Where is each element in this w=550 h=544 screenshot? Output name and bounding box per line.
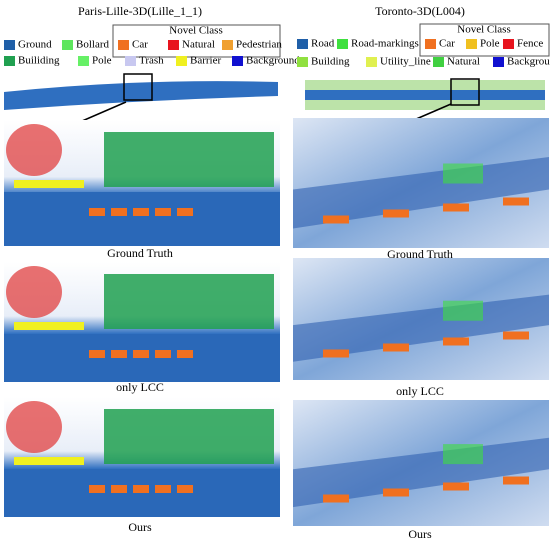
caption: Ground Truth xyxy=(107,246,173,260)
legend-swatch xyxy=(222,40,233,50)
zoom-box xyxy=(123,73,153,101)
legend-label: Trash xyxy=(139,55,164,67)
legend-label: Building xyxy=(311,56,350,68)
car xyxy=(503,331,529,340)
car xyxy=(155,485,171,493)
building xyxy=(104,274,274,329)
legend-label: Fence xyxy=(517,38,543,50)
tree xyxy=(6,266,62,318)
car xyxy=(503,197,529,206)
legend-swatch xyxy=(493,57,504,67)
car xyxy=(111,350,127,358)
legend-label: Road xyxy=(311,38,335,50)
legend-swatch xyxy=(433,57,444,67)
building xyxy=(104,409,274,464)
building xyxy=(104,132,274,187)
car xyxy=(89,485,105,493)
car xyxy=(155,350,171,358)
car xyxy=(443,337,469,346)
legend-label: Pole xyxy=(480,38,500,50)
legend-label: Road-markings xyxy=(351,38,419,50)
caption: Ours xyxy=(408,527,432,541)
novel-box xyxy=(112,24,281,58)
novel-box xyxy=(419,23,550,57)
legend-swatch xyxy=(125,56,136,66)
road xyxy=(293,294,549,362)
caption: Ground Truth xyxy=(387,247,453,261)
car xyxy=(323,215,349,224)
legend-swatch xyxy=(366,57,377,67)
caption: Ours xyxy=(128,520,152,534)
barrier xyxy=(14,180,84,188)
tree xyxy=(6,124,62,176)
legend-label: Builiding xyxy=(18,55,60,67)
car xyxy=(177,208,193,216)
legend-label: Ground xyxy=(18,39,52,51)
car xyxy=(503,476,529,485)
legend-swatch xyxy=(466,39,477,49)
legend-label: Pole xyxy=(92,55,112,67)
legend-label: Car xyxy=(132,39,148,51)
car xyxy=(111,208,127,216)
novel-title: Novel Class xyxy=(457,24,510,36)
legend-swatch xyxy=(118,40,129,50)
legend-label: Barrier xyxy=(190,55,221,67)
legend-swatch xyxy=(78,56,89,66)
car xyxy=(89,208,105,216)
road xyxy=(293,157,549,229)
barrier xyxy=(14,322,84,330)
legend-label: Utility_line xyxy=(380,56,431,68)
overview-scan xyxy=(4,81,278,110)
right-title: Toronto-3D(L004) xyxy=(375,4,465,18)
legend-swatch xyxy=(425,39,436,49)
legend-swatch xyxy=(62,40,73,50)
legend-swatch xyxy=(232,56,243,66)
car xyxy=(177,350,193,358)
car xyxy=(111,485,127,493)
legend-label: Bollard xyxy=(76,39,109,51)
left-title: Paris-Lille-3D(Lille_1_1) xyxy=(78,4,202,18)
road xyxy=(293,437,549,508)
legend-swatch xyxy=(503,39,514,49)
car xyxy=(383,488,409,497)
legend-swatch xyxy=(176,56,187,66)
car xyxy=(133,350,149,358)
car xyxy=(383,209,409,218)
novel-title: Novel Class xyxy=(169,25,222,37)
legend-swatch xyxy=(168,40,179,50)
legend-label: Natural xyxy=(182,39,215,51)
legend-label: Background xyxy=(507,56,550,68)
barrier xyxy=(14,457,84,465)
car xyxy=(133,485,149,493)
legend-swatch xyxy=(4,40,15,50)
marking xyxy=(443,163,483,184)
caption: only LCC xyxy=(396,384,444,398)
legend-label: Natural xyxy=(447,56,480,68)
caption: only LCC xyxy=(116,380,164,394)
marking xyxy=(443,444,483,465)
car xyxy=(177,485,193,493)
car xyxy=(443,482,469,491)
car xyxy=(133,208,149,216)
car xyxy=(323,494,349,503)
car xyxy=(89,350,105,358)
legend-label: Car xyxy=(439,38,455,50)
tree xyxy=(6,401,62,453)
legend-label: Background xyxy=(246,55,300,67)
car xyxy=(383,343,409,352)
car xyxy=(155,208,171,216)
zoom-box xyxy=(450,78,480,106)
ground xyxy=(4,192,280,246)
legend-swatch xyxy=(297,57,308,67)
car xyxy=(323,349,349,358)
legend-swatch xyxy=(4,56,15,66)
legend-swatch xyxy=(297,39,308,49)
marking xyxy=(443,300,483,321)
legend-swatch xyxy=(337,39,348,49)
car xyxy=(443,203,469,212)
overview-scan xyxy=(305,90,545,100)
legend-label: Pedestrian xyxy=(236,39,282,51)
